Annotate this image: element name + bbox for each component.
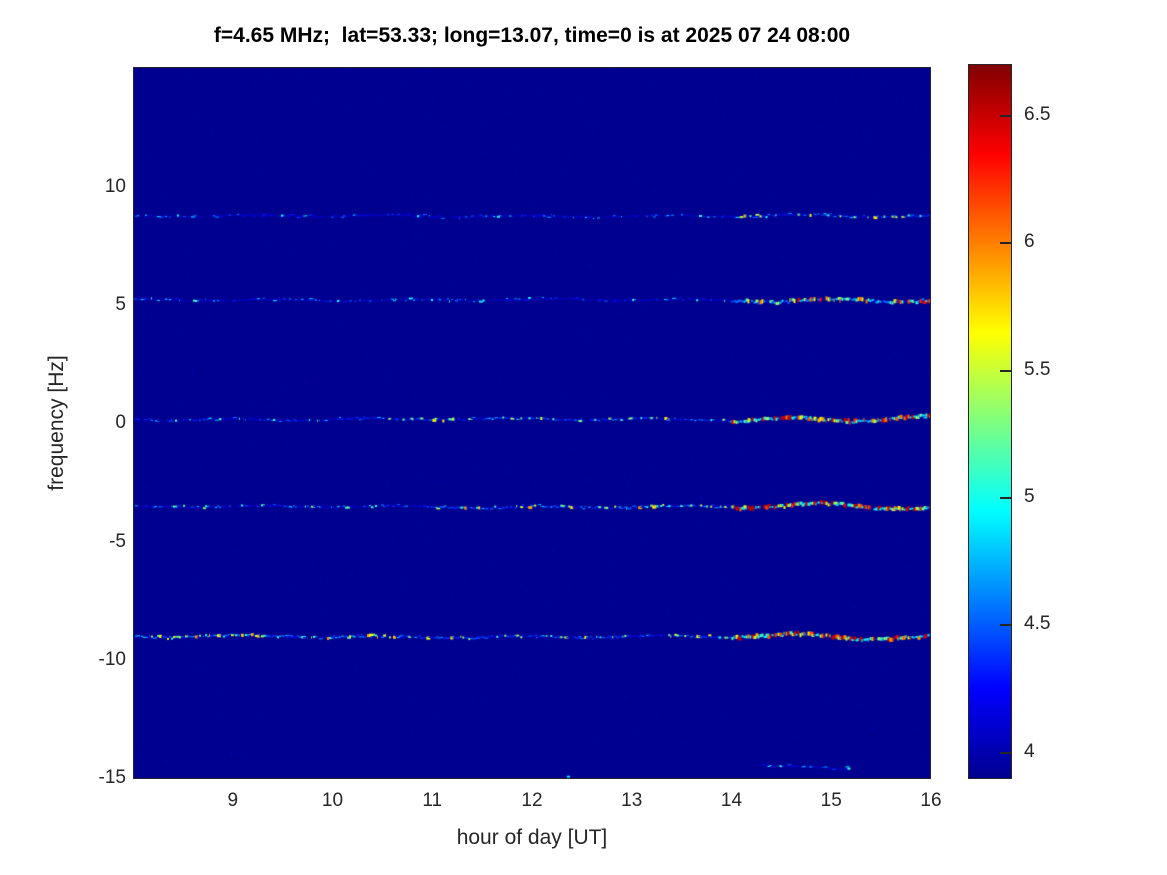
colorbar-tick-label: 4.5 xyxy=(1024,613,1051,635)
colorbar-tick-label: 6 xyxy=(1024,231,1035,253)
y-tick-label: 0 xyxy=(115,412,126,434)
colorbar-tick-mark xyxy=(1000,496,1011,499)
x-tick-label: 9 xyxy=(227,790,239,811)
x-tick-label: 13 xyxy=(621,790,643,811)
colorbar-tick-label: 5.5 xyxy=(1024,358,1051,380)
colorbar-tick-mark xyxy=(1000,114,1011,117)
x-tick-label: 16 xyxy=(920,790,942,811)
colorbar-tick-label: 6.5 xyxy=(1024,103,1051,125)
x-tick-label: 12 xyxy=(521,790,543,811)
colorbar-tick-mark xyxy=(1000,751,1011,754)
y-tick-label: -15 xyxy=(98,767,126,789)
spectrogram-canvas xyxy=(133,67,931,779)
colorbar-tick-mark xyxy=(1000,369,1011,372)
colorbar-tick-mark xyxy=(1000,624,1011,627)
chart-title: f=4.65 MHz; lat=53.33; long=13.07, time=… xyxy=(213,24,851,47)
y-tick-label: 10 xyxy=(104,176,126,198)
x-tick-label: 14 xyxy=(720,790,743,811)
x-tick-label: 11 xyxy=(422,790,443,811)
colorbar-tick-label: 4 xyxy=(1024,740,1035,762)
y-tick-label: 5 xyxy=(115,294,126,316)
y-tick-label: -5 xyxy=(109,530,126,552)
colorbar-gradient xyxy=(969,65,1011,778)
x-tick-label: 15 xyxy=(820,790,842,811)
colorbar-tick-mark xyxy=(1000,242,1011,245)
x-axis-label: hour of day [UT] xyxy=(456,826,608,849)
y-tick-label: -10 xyxy=(98,648,126,670)
x-tick-label: 10 xyxy=(321,790,344,811)
colorbar-tick-label: 5 xyxy=(1024,485,1035,507)
colorbar xyxy=(968,64,1012,779)
